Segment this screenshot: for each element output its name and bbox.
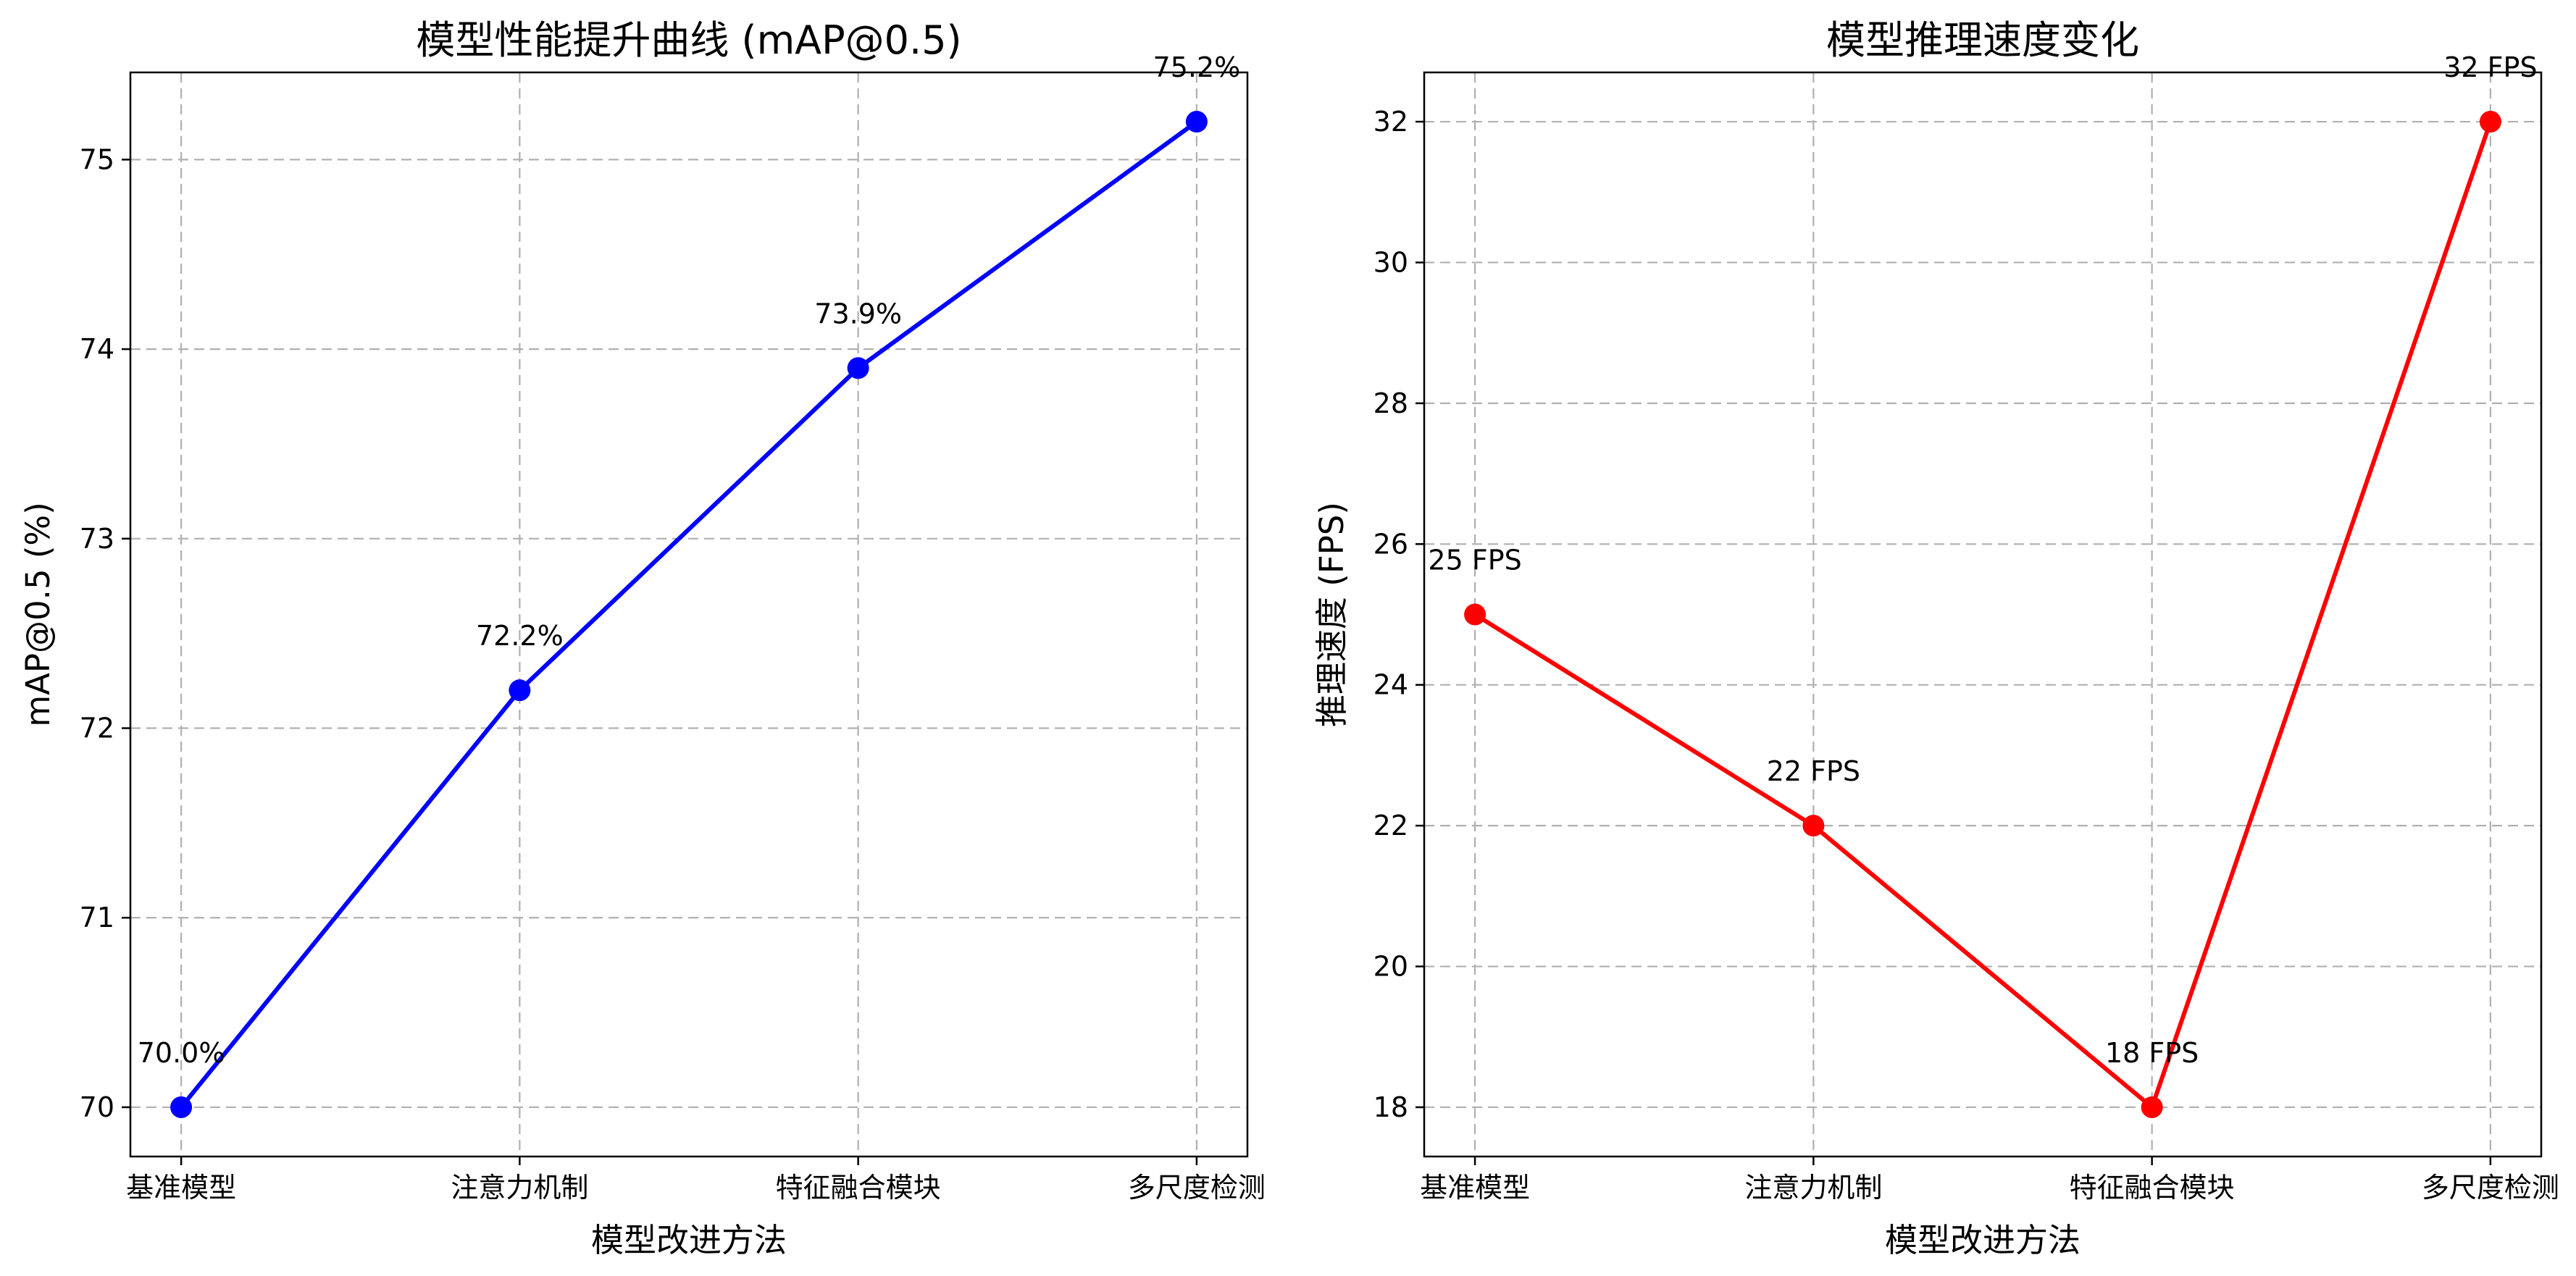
y-tick-label: 22 bbox=[1373, 810, 1408, 841]
x-axis-label: 模型改进方法 bbox=[591, 1221, 787, 1259]
data-label: 73.9% bbox=[814, 298, 902, 330]
y-tick-label: 30 bbox=[1373, 246, 1408, 278]
chart-inference-speed: 基准模型 注意力机制 特征融合模块 多尺度检测 18 20 22 24 26 28 30 32 25 … bbox=[1313, 17, 2559, 1259]
chart-map-performance: 基准模型 注意力机制 特征融合模块 多尺度检测 70 71 72 73 74 75 70.0% 72… bbox=[19, 17, 1266, 1259]
y-tick-label: 71 bbox=[80, 902, 114, 933]
y-tick-label: 72 bbox=[80, 713, 114, 744]
x-tick-label: 基准模型 bbox=[1420, 1172, 1530, 1204]
data-label: 70.0% bbox=[138, 1037, 225, 1069]
axis-ticks: 基准模型 注意力机制 特征融合模块 多尺度检测 18 20 22 24 26 28 30 32 bbox=[1373, 106, 2559, 1204]
data-label: 18 FPS bbox=[2105, 1037, 2199, 1069]
series: 70.0% 72.2% 73.9% 75.2% bbox=[138, 51, 1241, 1118]
plot-frame bbox=[129, 71, 1249, 1158]
series-line bbox=[1473, 119, 2493, 1109]
y-tick-label: 28 bbox=[1373, 387, 1408, 419]
data-point bbox=[847, 357, 869, 379]
x-tick-label: 基准模型 bbox=[126, 1172, 236, 1204]
x-axis-label: 模型改进方法 bbox=[1885, 1221, 2081, 1259]
axis-ticks: 基准模型 注意力机制 特征融合模块 多尺度检测 70 71 72 73 74 75 bbox=[80, 143, 1266, 1204]
x-tick-label: 特征融合模块 bbox=[776, 1172, 941, 1204]
series: 25 FPS 22 FPS 18 FPS 32 FPS bbox=[1428, 51, 2538, 1118]
data-point bbox=[2479, 111, 2501, 133]
y-tick-label: 32 bbox=[1373, 106, 1408, 138]
data-point bbox=[509, 679, 531, 702]
y-tick-label: 74 bbox=[80, 333, 114, 365]
x-tick-label: 注意力机制 bbox=[1744, 1172, 1882, 1204]
data-point bbox=[170, 1096, 193, 1118]
plot-frame bbox=[1423, 71, 2543, 1158]
data-label: 75.2% bbox=[1153, 51, 1241, 83]
x-tick-label: 注意力机制 bbox=[451, 1172, 588, 1204]
data-label: 22 FPS bbox=[1767, 755, 1860, 787]
chart-title: 模型性能提升曲线 (mAP@0.5) bbox=[416, 17, 961, 63]
series-line bbox=[179, 119, 1199, 1109]
x-tick-label: 多尺度检测 bbox=[2422, 1172, 2559, 1204]
y-tick-label: 75 bbox=[80, 143, 114, 175]
y-tick-label: 24 bbox=[1373, 669, 1408, 701]
y-tick-label: 73 bbox=[80, 523, 114, 555]
grid bbox=[130, 72, 1247, 1157]
data-point bbox=[2141, 1096, 2163, 1118]
y-tick-label: 70 bbox=[80, 1091, 114, 1123]
y-tick-label: 20 bbox=[1373, 951, 1408, 983]
y-axis-label: 推理速度 (FPS) bbox=[1313, 502, 1351, 727]
data-label: 32 FPS bbox=[2443, 51, 2537, 83]
x-tick-label: 多尺度检测 bbox=[1128, 1172, 1266, 1204]
data-label: 72.2% bbox=[476, 620, 564, 652]
y-tick-label: 26 bbox=[1373, 528, 1408, 560]
chart-title: 模型推理速度变化 bbox=[1826, 17, 2139, 63]
data-label: 25 FPS bbox=[1428, 545, 1521, 576]
x-tick-label: 特征融合模块 bbox=[2070, 1172, 2235, 1204]
data-point bbox=[1464, 603, 1486, 626]
y-axis-label: mAP@0.5 (%) bbox=[19, 502, 57, 727]
data-point bbox=[1185, 111, 1208, 133]
y-tick-label: 18 bbox=[1373, 1091, 1408, 1123]
data-point bbox=[1802, 815, 1825, 837]
